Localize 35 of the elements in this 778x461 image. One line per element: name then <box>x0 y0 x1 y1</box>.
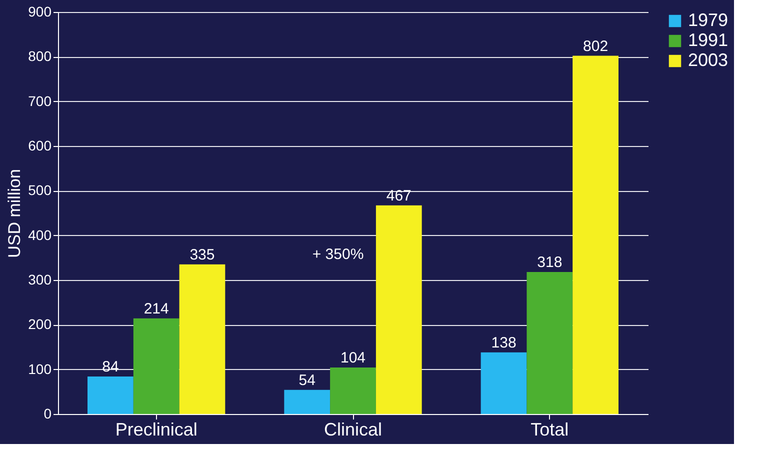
bar <box>133 318 180 414</box>
y-tick-label: 500 <box>28 182 52 198</box>
data-label: 318 <box>537 254 562 271</box>
bar <box>330 368 376 414</box>
y-tick-label: 0 <box>44 406 52 422</box>
y-axis-title: USD million <box>5 169 24 258</box>
bar <box>88 376 134 414</box>
y-tick-label: 600 <box>28 138 52 154</box>
x-tick-label: Preclinical <box>115 420 198 440</box>
legend-label: 1991 <box>688 30 728 50</box>
y-tick-label: 200 <box>28 316 52 332</box>
y-tick-label: 900 <box>28 4 52 20</box>
annotation: + 350% <box>312 246 364 263</box>
data-label: 467 <box>386 187 412 204</box>
x-tick-label: Total <box>530 420 569 440</box>
bar <box>572 56 618 414</box>
bar <box>179 264 226 414</box>
bar <box>526 272 573 414</box>
y-tick-label: 300 <box>28 272 52 288</box>
bar <box>284 390 330 414</box>
data-label: 335 <box>190 246 215 264</box>
data-label: 104 <box>340 350 366 367</box>
data-label: 802 <box>583 38 608 55</box>
data-label: 214 <box>144 300 169 318</box>
bar <box>480 352 527 414</box>
legend-label: 1979 <box>688 10 728 30</box>
bar <box>376 205 422 414</box>
y-tick-label: 700 <box>28 92 52 109</box>
x-tick-label: Clinical <box>324 420 382 440</box>
legend-label: 2003 <box>688 50 728 70</box>
data-label: 54 <box>298 372 316 389</box>
data-label: 138 <box>491 334 516 352</box>
y-tick-label: 400 <box>28 226 52 243</box>
y-tick-label: 100 <box>28 360 52 377</box>
y-tick-label: 800 <box>28 48 52 64</box>
